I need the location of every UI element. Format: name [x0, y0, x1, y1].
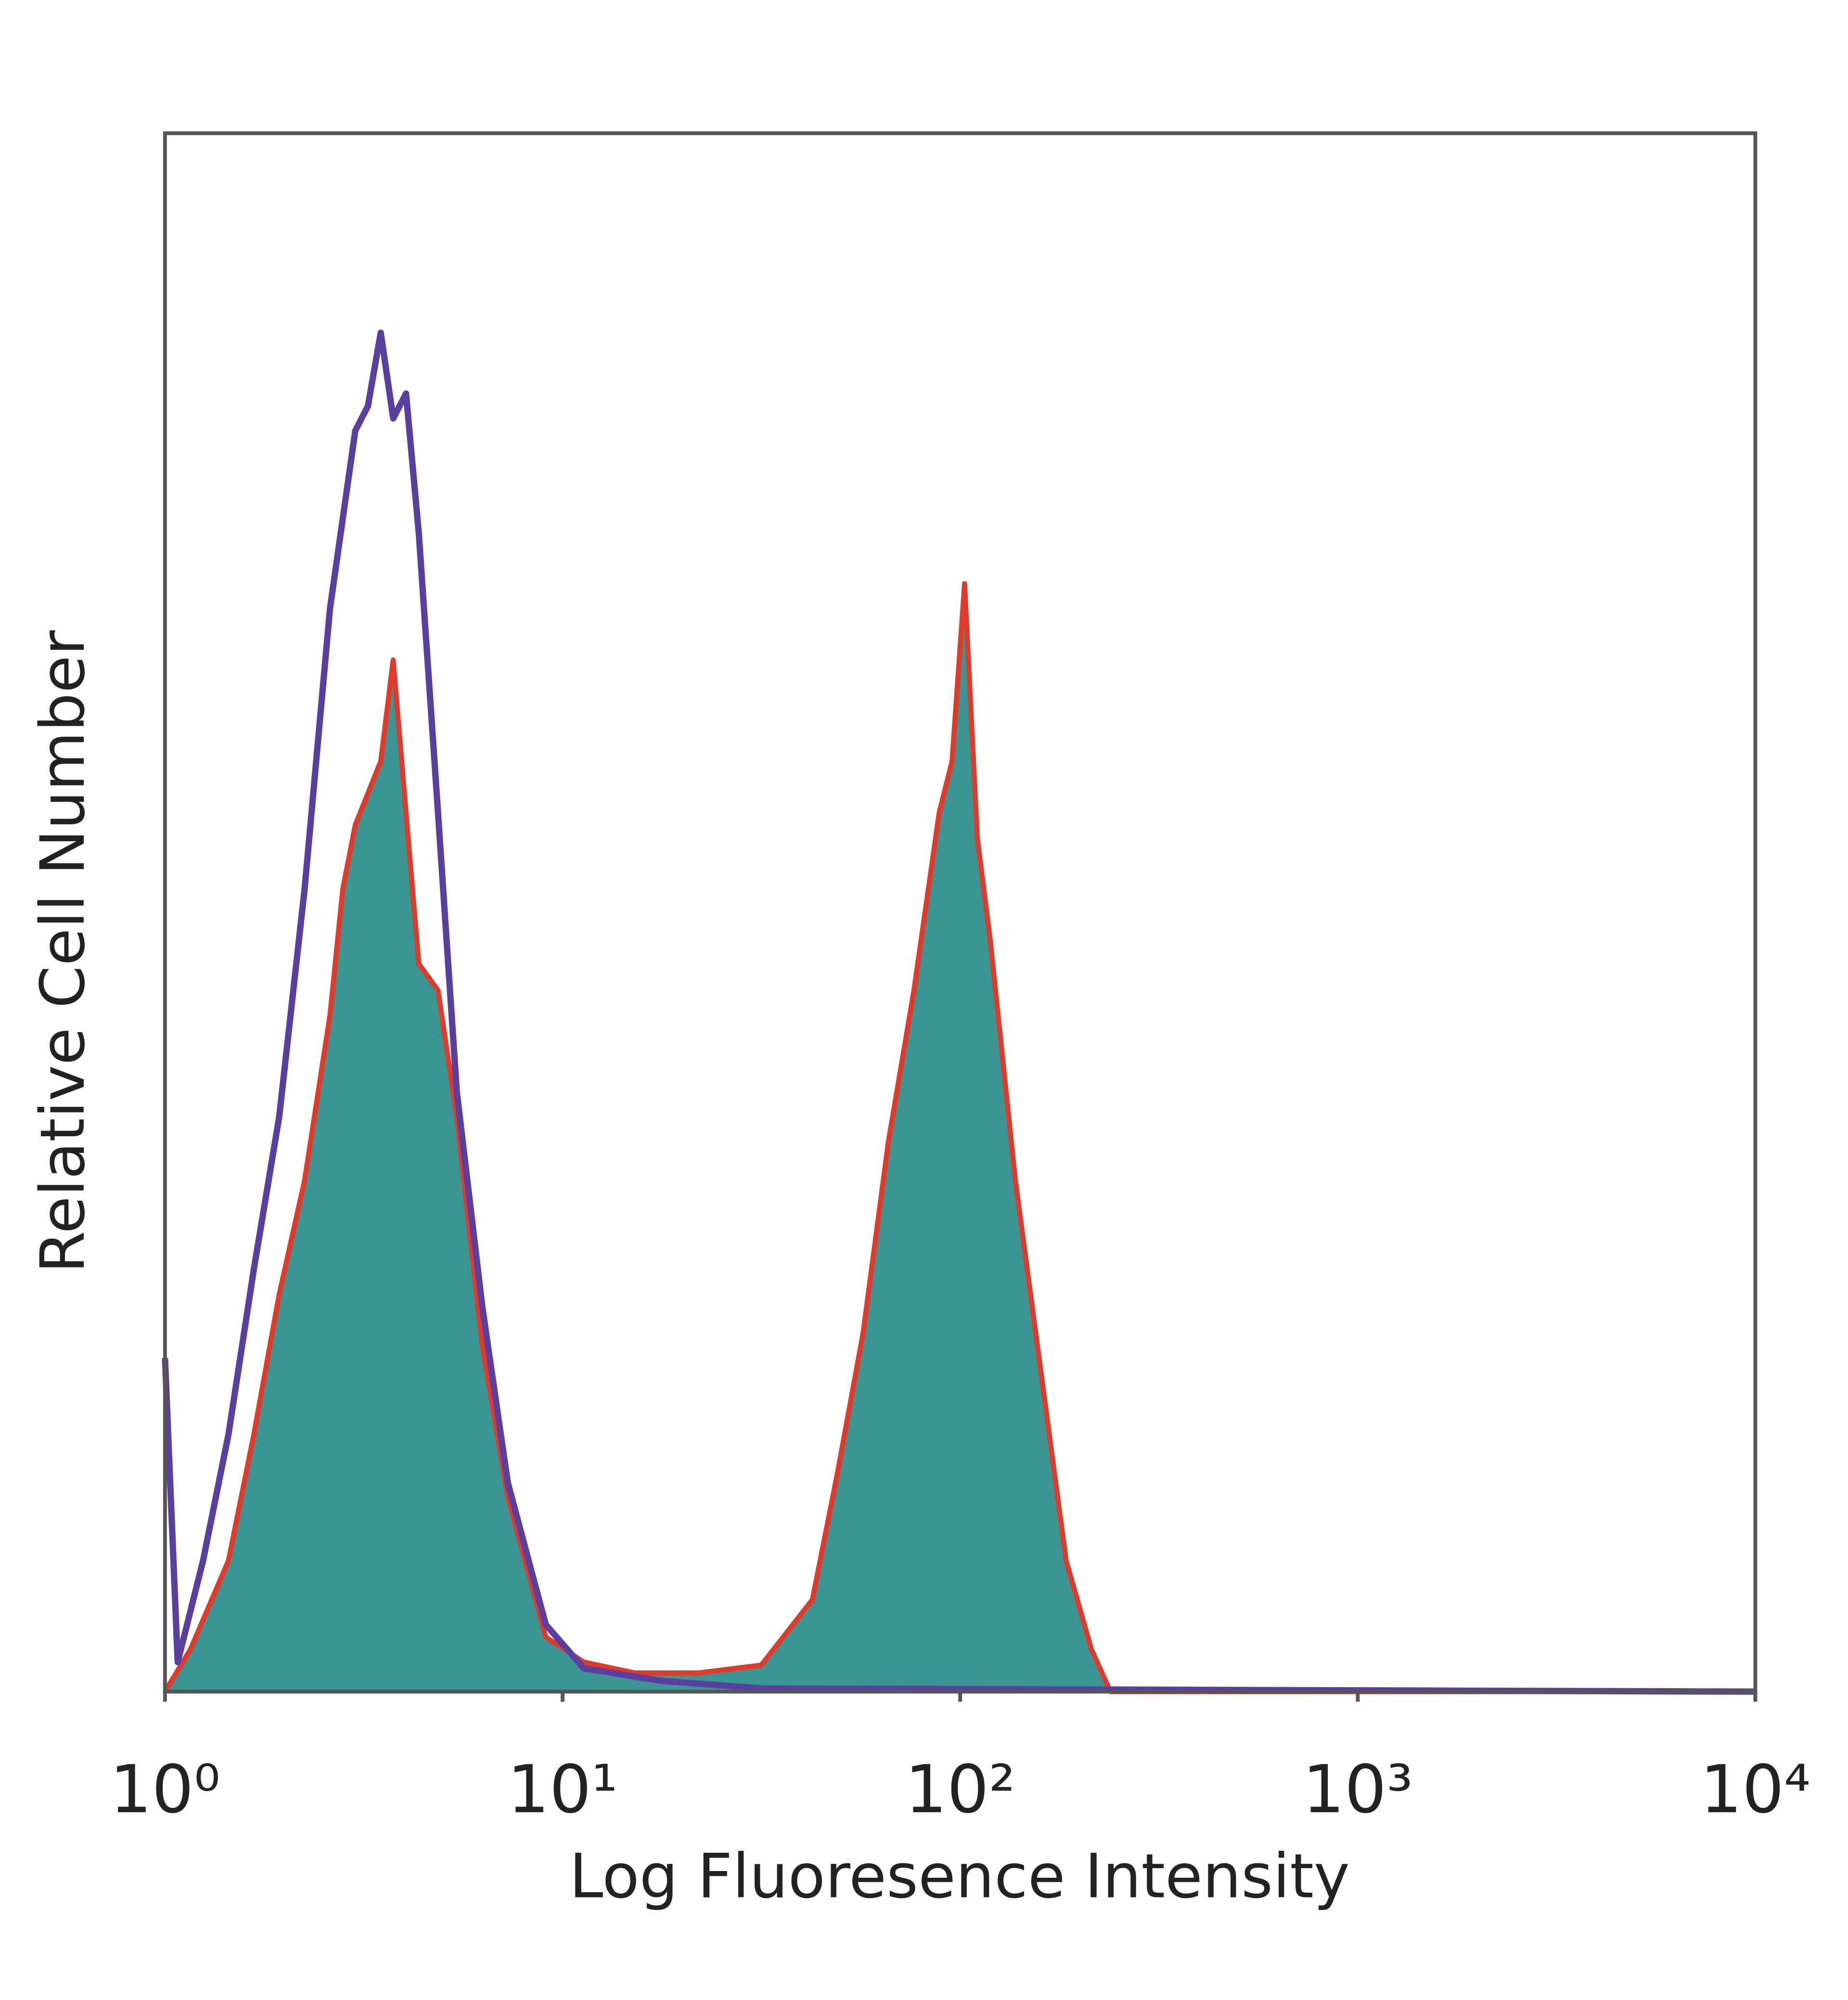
histogram-area — [165, 583, 1756, 1692]
x-tick-label: 10³ — [1303, 1752, 1413, 1828]
y-axis-label: Relative Cell Number — [27, 630, 98, 1273]
histogram-line — [162, 329, 1756, 1695]
x-tick-label: 10¹ — [507, 1752, 617, 1828]
x-tick-label: 10⁴ — [1700, 1752, 1810, 1828]
x-tick-label: 10² — [905, 1752, 1015, 1828]
x-axis-label: Log Fluoresence Intensity — [569, 1841, 1350, 1911]
x-tick-label: 10⁰ — [110, 1752, 220, 1828]
histogram-line — [163, 581, 1756, 1694]
plot-area — [162, 329, 1756, 1695]
